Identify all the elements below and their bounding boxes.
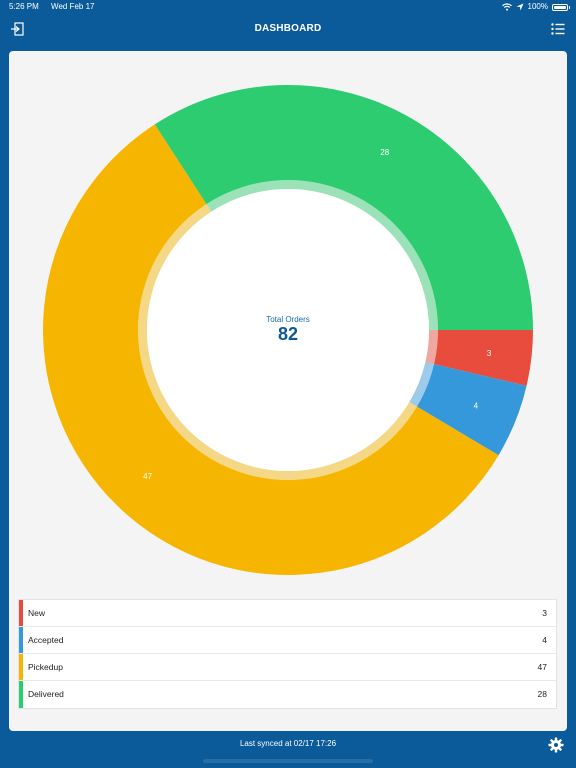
- wifi-icon: [501, 3, 512, 11]
- last-synced-text: Last synced at 02/17 17:26: [239, 739, 337, 748]
- legend-swatch: [19, 600, 23, 626]
- gear-icon[interactable]: [548, 737, 564, 753]
- status-date: Wed Feb 17: [51, 2, 95, 11]
- battery-percent: 100%: [527, 2, 548, 11]
- slice-accepted[interactable]: [416, 364, 527, 456]
- slice-band-accepted: [409, 362, 435, 407]
- total-orders-value: 82: [277, 324, 299, 344]
- battery-icon: [552, 3, 570, 11]
- legend-value: 47: [537, 662, 547, 672]
- home-indicator: [203, 759, 373, 763]
- legend-swatch: [19, 627, 23, 653]
- location-icon: [516, 3, 524, 11]
- status-time: 5:26 PM: [9, 2, 39, 11]
- legend-value: 28: [537, 689, 547, 699]
- slice-band-delivered: [206, 179, 438, 330]
- list-icon[interactable]: [549, 20, 567, 38]
- legend-item-delivered[interactable]: Delivered 28: [19, 681, 556, 708]
- legend-swatch: [19, 681, 23, 708]
- slice-label-delivered: 28: [380, 148, 389, 157]
- slice-label-new: 3: [487, 349, 492, 358]
- logout-icon[interactable]: [9, 20, 27, 38]
- donut-center: [147, 189, 429, 471]
- slice-new[interactable]: [434, 330, 533, 386]
- legend-label: Delivered: [28, 689, 64, 699]
- donut-chart: 3 4 47 28: [42, 84, 534, 575]
- legend-label: New: [28, 608, 46, 618]
- slice-pickedup[interactable]: [42, 124, 499, 575]
- slice-label-accepted: 4: [474, 402, 479, 411]
- legend: New 3 Accepted 4 Pickedup 47 Delivered 2…: [18, 599, 557, 709]
- status-bar: 5:26 PM Wed Feb 17 100%: [0, 0, 576, 14]
- legend-label: Pickedup: [28, 662, 63, 672]
- legend-item-accepted[interactable]: Accepted 4: [19, 627, 556, 654]
- legend-item-new[interactable]: New 3: [19, 600, 556, 627]
- page-title: DASHBOARD: [254, 23, 322, 34]
- legend-value: 4: [542, 635, 547, 645]
- legend-item-pickedup[interactable]: Pickedup 47: [19, 654, 556, 681]
- total-orders-label: Total Orders: [266, 315, 310, 324]
- footer: Last synced at 02/17 17:26: [0, 731, 576, 768]
- legend-swatch: [19, 654, 23, 680]
- slice-label-pickedup: 47: [143, 472, 152, 481]
- nav-bar: DASHBOARD: [0, 14, 576, 44]
- slice-delivered[interactable]: [154, 84, 534, 330]
- legend-label: Accepted: [28, 635, 64, 645]
- legend-value: 3: [542, 608, 547, 618]
- slice-band-new: [425, 330, 438, 365]
